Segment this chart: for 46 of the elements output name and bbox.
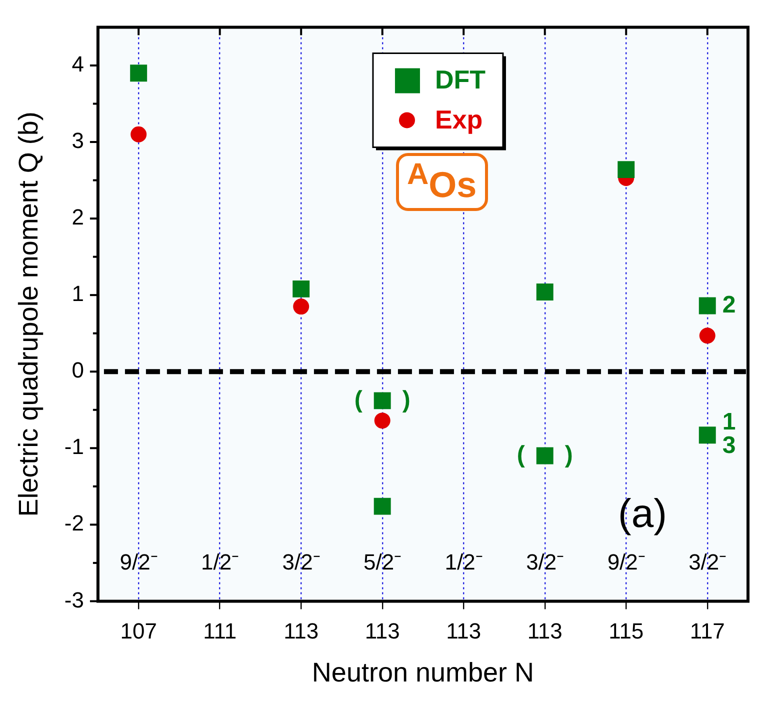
x-tick-label: 111 <box>203 618 237 644</box>
annotation: 9/2⁻ <box>120 549 158 574</box>
x-tick-label: 107 <box>120 618 157 644</box>
annotation: (a) <box>618 492 667 538</box>
annotation: 2 <box>722 291 736 318</box>
x-tick-label: 113 <box>284 618 319 644</box>
point <box>130 64 148 82</box>
y-tick-label: 0 <box>72 358 84 383</box>
x-tick-label: 113 <box>364 618 400 644</box>
annotation: 9/2⁻ <box>607 549 645 574</box>
point <box>698 426 716 444</box>
legend-label: DFT <box>434 64 486 94</box>
point <box>536 447 554 464</box>
y-tick-label: -2 <box>64 510 84 536</box>
annotation: 3/2⁻ <box>282 549 320 574</box>
annotation: 1/2⁻ <box>444 549 482 574</box>
y-tick-label: 3 <box>72 128 84 154</box>
y-tick-label: -3 <box>64 587 84 612</box>
point <box>536 284 554 300</box>
point <box>374 392 391 410</box>
point <box>698 297 716 314</box>
y-tick-label: -1 <box>64 434 84 460</box>
point <box>374 412 390 429</box>
x-tick-label: 113 <box>446 618 482 644</box>
point <box>293 298 310 315</box>
point <box>292 280 310 298</box>
annotation: 5/2⁻ <box>364 549 402 574</box>
annotation: $^{A}$Os <box>396 153 488 212</box>
x-tick-label: 113 <box>527 618 562 644</box>
y-tick-label: 4 <box>72 52 84 77</box>
point <box>618 161 635 178</box>
annotation: 3/2⁻ <box>688 549 726 574</box>
y-tick-label: 1 <box>72 281 84 306</box>
point <box>130 126 147 142</box>
x-axis-title: Neutron number N <box>312 657 534 688</box>
annotation: ( ) <box>354 386 410 414</box>
y-axis-title: Electric quadrupole moment Q (b) <box>14 112 44 517</box>
annotation: 3/2⁻ <box>526 549 564 574</box>
annotation: 1/2⁻ <box>201 549 239 574</box>
legend-label: Exp <box>434 104 483 134</box>
x-tick-label: 115 <box>608 618 644 644</box>
y-tick-label: 2 <box>72 204 84 230</box>
point <box>699 328 716 344</box>
annotation: ( ) <box>516 441 573 468</box>
point <box>374 498 391 515</box>
x-tick-label: 117 <box>690 618 725 644</box>
